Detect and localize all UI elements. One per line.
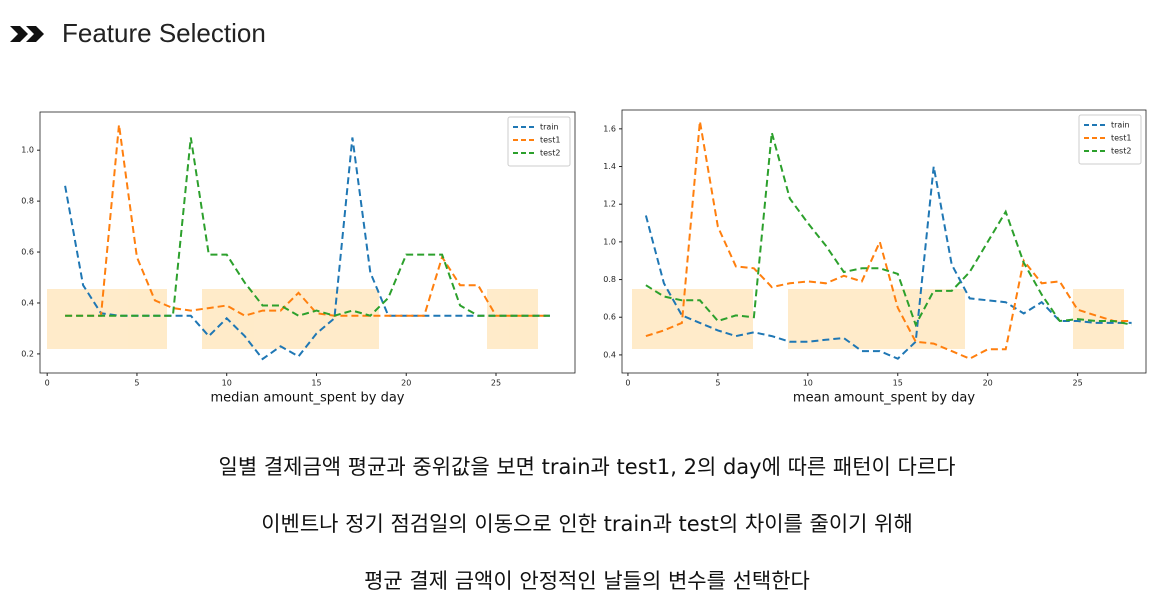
x-tick-label: 5 — [134, 379, 139, 388]
x-tick-label: 0 — [625, 379, 630, 388]
y-tick-label: 0.8 — [21, 197, 34, 206]
y-tick-label: 0.4 — [603, 350, 616, 359]
y-tick-label: 1.2 — [603, 200, 616, 209]
body-line: 평균 결제 금액이 안정적인 날들의 변수를 선택한다 — [364, 569, 810, 593]
chevron — [26, 26, 44, 42]
x-tick-label: 15 — [311, 379, 321, 388]
highlight — [788, 289, 965, 349]
legend-label: train — [1111, 121, 1130, 130]
y-tick-label: 1.0 — [603, 237, 616, 246]
x-tick-label: 5 — [715, 379, 720, 388]
x-tick-label: 20 — [983, 379, 993, 388]
y-tick-label: 0.6 — [21, 248, 34, 257]
plot-frame — [39, 111, 576, 374]
chevron — [10, 26, 28, 42]
y-tick-label: 0.6 — [603, 313, 616, 322]
highlight — [202, 289, 379, 349]
x-tick-label: 10 — [803, 379, 813, 388]
legend-label: test1 — [1111, 134, 1131, 143]
y-tick-label: 1.0 — [21, 146, 34, 155]
x-tick-label: 0 — [45, 379, 50, 388]
highlight — [487, 289, 538, 349]
x-axis-label: median amount_spent by day — [210, 391, 404, 406]
y-tick-label: 0.2 — [21, 349, 34, 358]
highlight — [632, 289, 753, 349]
series-line — [645, 132, 1132, 328]
highlight — [47, 289, 167, 349]
y-tick-label: 1.6 — [603, 124, 616, 133]
y-tick-label: 0.8 — [603, 275, 616, 284]
x-axis-label: mean amount_spent by day — [793, 391, 975, 406]
x-tick-label: 15 — [893, 379, 903, 388]
body-line: 이벤트나 정기 점검일의 이동으로 인한 train과 test의 차이를 줄이… — [261, 512, 913, 536]
series-line — [644, 166, 1132, 360]
legend-label: test1 — [540, 136, 560, 145]
legend-box — [1078, 114, 1142, 165]
x-tick-label: 20 — [401, 379, 411, 388]
legend-label: train — [540, 123, 559, 132]
highlights — [47, 289, 1124, 349]
y-tick-label: 1.4 — [603, 162, 616, 171]
x-tick-label: 10 — [222, 379, 232, 388]
x-tick-label: 25 — [1073, 379, 1083, 388]
series-line — [65, 124, 550, 317]
body-line: 일별 결제금액 평균과 중위값을 보면 train과 test1, 2의 day… — [219, 455, 956, 479]
x-tick-label: 25 — [491, 379, 501, 388]
y-tick-label: 0.4 — [21, 298, 34, 307]
slide-title: Feature Selection — [62, 18, 266, 48]
series-line — [65, 137, 550, 317]
series-line — [645, 121, 1132, 360]
legend-label: test2 — [540, 149, 560, 158]
legend-label: test2 — [1111, 147, 1131, 156]
legend-box — [507, 116, 571, 167]
